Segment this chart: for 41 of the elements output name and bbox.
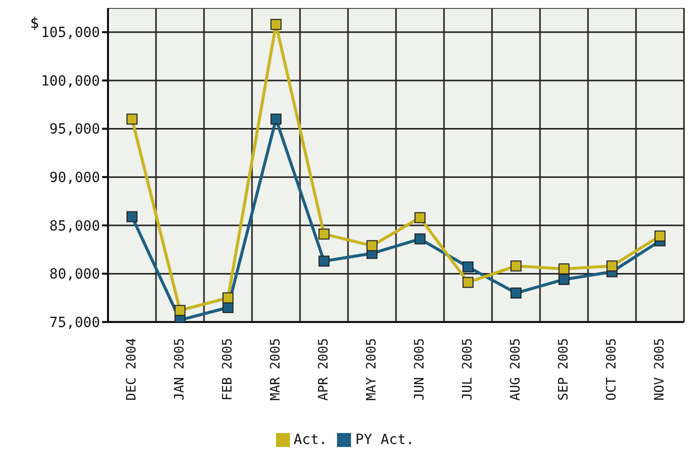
point bbox=[510, 260, 522, 272]
y-axis-title: $ bbox=[30, 14, 40, 32]
point bbox=[270, 114, 282, 125]
x-tick-label: AUG 2005 bbox=[508, 338, 524, 401]
point bbox=[222, 292, 234, 304]
point bbox=[558, 263, 570, 274]
y-tick-label: 80,000 bbox=[49, 266, 100, 283]
point bbox=[654, 230, 666, 242]
x-tick-label: JUL 2005 bbox=[460, 338, 476, 401]
y-tick-label: 85,000 bbox=[49, 218, 100, 234]
point bbox=[318, 256, 330, 267]
point bbox=[510, 288, 522, 299]
point bbox=[366, 240, 378, 252]
x-tick-label: OCT 2005 bbox=[604, 338, 620, 401]
point bbox=[318, 228, 330, 240]
x-tick-label: APR 2005 bbox=[316, 338, 332, 401]
x-tick-label: JUN 2005 bbox=[412, 338, 428, 401]
x-tick-label: FEB 2005 bbox=[220, 338, 236, 401]
point bbox=[174, 304, 186, 316]
y-tick-label: 105,000 bbox=[40, 25, 100, 42]
x-tick-label: SEP 2005 bbox=[556, 338, 572, 401]
point bbox=[414, 233, 426, 244]
point bbox=[126, 211, 138, 222]
point bbox=[270, 18, 282, 30]
point bbox=[462, 276, 474, 288]
y-tick-label: 75,000 bbox=[49, 314, 100, 331]
point bbox=[414, 212, 426, 224]
x-tick-label: NOV 2005 bbox=[652, 338, 668, 401]
y-tick-label: 100,000 bbox=[40, 73, 100, 90]
x-tick-label: DEC 2004 bbox=[124, 338, 140, 401]
y-tick-label: 95,000 bbox=[49, 122, 100, 138]
legend-label: PY Act. bbox=[355, 432, 414, 448]
legend-label: Act. bbox=[294, 432, 328, 448]
point bbox=[462, 261, 474, 272]
point bbox=[126, 114, 138, 125]
point bbox=[606, 260, 618, 272]
x-tick-label: MAR 2005 bbox=[268, 338, 284, 401]
point bbox=[558, 274, 570, 285]
x-tick-label: MAY 2005 bbox=[364, 338, 380, 401]
x-tick-label: JAN 2005 bbox=[172, 338, 188, 401]
y-tick-label: 90,000 bbox=[49, 170, 100, 186]
